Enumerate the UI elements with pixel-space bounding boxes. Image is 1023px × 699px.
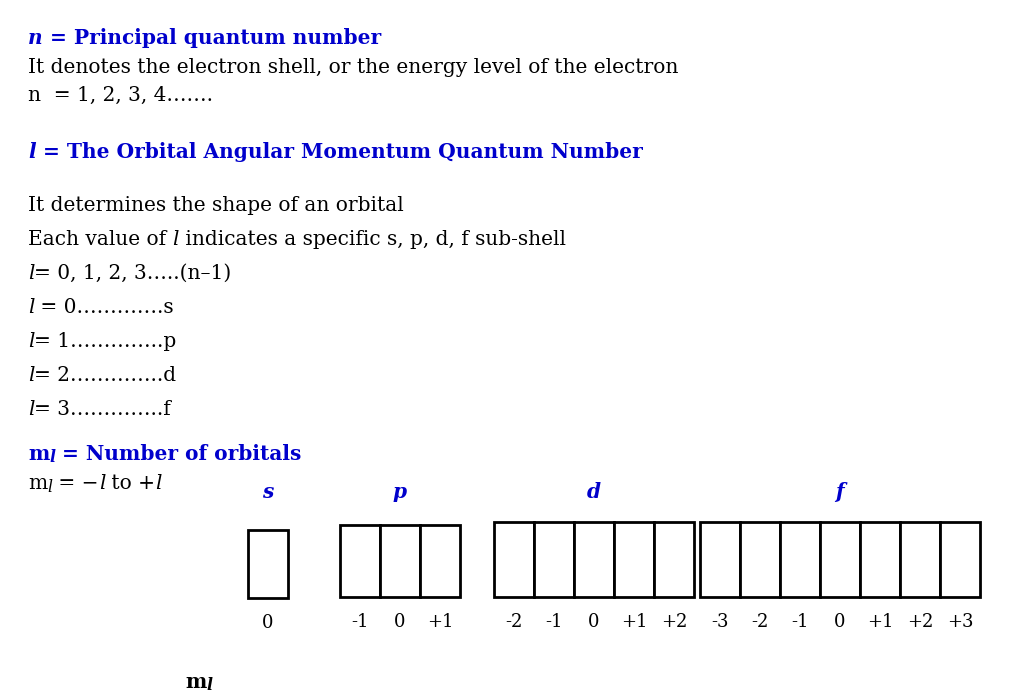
Bar <box>940 522 980 597</box>
Text: to +: to + <box>105 474 155 493</box>
Text: l: l <box>28 298 35 317</box>
Text: l: l <box>49 449 55 466</box>
Text: = Principal quantum number: = Principal quantum number <box>43 28 381 48</box>
Bar <box>780 522 820 597</box>
Text: m: m <box>185 672 207 692</box>
Text: l: l <box>28 142 36 162</box>
Text: 0: 0 <box>588 613 599 631</box>
Text: m: m <box>28 474 47 493</box>
Bar <box>420 525 460 597</box>
Text: l: l <box>28 400 35 419</box>
Text: It determines the shape of an orbital: It determines the shape of an orbital <box>28 196 404 215</box>
Text: indicates a specific s, p, d, f sub-shell: indicates a specific s, p, d, f sub-shel… <box>179 230 566 249</box>
Text: l: l <box>155 474 162 493</box>
Bar <box>900 522 940 597</box>
Text: = 0, 1, 2, 3…..(n–1): = 0, 1, 2, 3…..(n–1) <box>35 264 231 283</box>
Text: It denotes the electron shell, or the energy level of the electron: It denotes the electron shell, or the en… <box>28 58 678 77</box>
Text: l: l <box>207 677 213 694</box>
Bar <box>860 522 900 597</box>
Bar <box>248 530 288 598</box>
Text: s: s <box>262 482 274 502</box>
Bar <box>340 525 380 597</box>
Bar <box>740 522 780 597</box>
Text: 0: 0 <box>834 613 846 631</box>
Text: = 0………….s: = 0………….s <box>35 298 174 317</box>
Bar <box>820 522 860 597</box>
Text: p: p <box>393 482 407 502</box>
Text: = The Orbital Angular Momentum Quantum Number: = The Orbital Angular Momentum Quantum N… <box>36 142 642 162</box>
Text: n  = 1, 2, 3, 4…….: n = 1, 2, 3, 4……. <box>28 86 213 105</box>
Text: +2: +2 <box>906 613 933 631</box>
Text: -1: -1 <box>545 613 563 631</box>
Text: 0: 0 <box>262 614 274 632</box>
Text: l: l <box>47 479 52 496</box>
Text: -1: -1 <box>791 613 809 631</box>
Text: l: l <box>173 230 179 249</box>
Bar <box>380 525 420 597</box>
Text: l: l <box>28 264 35 283</box>
Text: +1: +1 <box>621 613 648 631</box>
Text: = 1…………..p: = 1…………..p <box>35 332 177 351</box>
Bar <box>534 522 574 597</box>
Text: l: l <box>28 366 35 385</box>
Text: f: f <box>836 482 844 502</box>
Text: +2: +2 <box>661 613 687 631</box>
Text: +1: +1 <box>866 613 893 631</box>
Text: n: n <box>28 28 43 48</box>
Bar <box>574 522 614 597</box>
Text: = Number of orbitals: = Number of orbitals <box>55 444 302 464</box>
Bar <box>700 522 740 597</box>
Text: = 2…………..d: = 2…………..d <box>35 366 177 385</box>
Text: -2: -2 <box>751 613 768 631</box>
Bar <box>494 522 534 597</box>
Text: = 3…………..f: = 3…………..f <box>35 400 171 419</box>
Bar <box>614 522 654 597</box>
Text: l: l <box>28 332 35 351</box>
Text: -1: -1 <box>351 613 368 631</box>
Text: +3: +3 <box>946 613 973 631</box>
Text: m: m <box>28 444 49 464</box>
Text: +1: +1 <box>427 613 453 631</box>
Text: -3: -3 <box>711 613 728 631</box>
Text: l: l <box>99 474 105 493</box>
Text: Each value of: Each value of <box>28 230 173 249</box>
Bar <box>654 522 694 597</box>
Text: d: d <box>587 482 602 502</box>
Text: = −: = − <box>52 474 99 493</box>
Text: 0: 0 <box>394 613 406 631</box>
Text: -2: -2 <box>505 613 523 631</box>
